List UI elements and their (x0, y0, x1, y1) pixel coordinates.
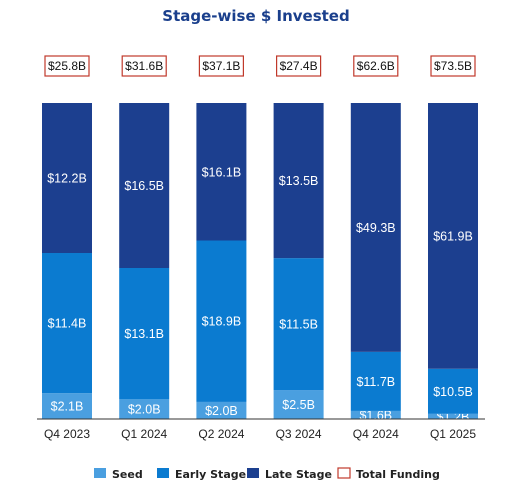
total-label-q4-2024: $62.6B (357, 59, 395, 73)
total-label-q1-2025: $73.5B (434, 59, 472, 73)
data-label-seed-q3-2024: $2.5B (282, 398, 315, 412)
data-label-early-stage-q3-2024: $11.5B (279, 318, 318, 332)
x-tick-q2-2024: Q2 2024 (198, 427, 244, 441)
bar-seed-q1-2025 (428, 413, 478, 419)
legend-label-late-stage: Late Stage (265, 468, 332, 481)
bars: $2.1B $11.4B $12.2B $2.0B $13.1B $16.5B $2.0B $… (42, 103, 478, 424)
legend: Seed Early Stage Late Stage Total Funding (94, 467, 440, 481)
total-label-q4-2023: $25.8B (48, 59, 86, 73)
total-box-q2-2024 (198, 55, 244, 77)
data-label-late-stage-q2-2024: $16.1B (202, 165, 242, 179)
total-label-q2-2024: $37.1B (202, 59, 240, 73)
legend-swatch-total-funding (337, 467, 351, 479)
bar-seed-q4-2023 (42, 393, 92, 419)
bar-early-stage-q4-2023 (42, 253, 92, 394)
x-tick-q4-2023: Q4 2023 (44, 427, 90, 441)
x-tick-q1-2024: Q1 2024 (121, 427, 167, 441)
total-box-q4-2024 (353, 55, 399, 77)
data-label-seed-q4-2023: $2.1B (51, 400, 84, 414)
x-axis-ticks: Q4 2023 Q1 2024 Q2 2024 Q3 2024 Q4 2024 Q1 20… (44, 427, 476, 441)
bar-early-stage-q1-2025 (428, 368, 478, 414)
data-label-early-stage-q2-2024: $18.9B (202, 315, 242, 329)
data-label-early-stage-q4-2024: $11.7B (356, 375, 395, 389)
data-label-late-stage-q4-2023: $12.2B (47, 172, 87, 186)
totals-row: $25.8B $31.6B $37.1B $27.4B $62.6B $73.5B (44, 55, 476, 77)
data-label-early-stage-q1-2025: $10.5B (433, 385, 473, 399)
bar-early-stage-q3-2024 (273, 258, 324, 391)
data-label-seed-q2-2024: $2.0B (205, 404, 238, 418)
bar-early-stage-q1-2024 (119, 268, 170, 399)
data-label-late-stage-q1-2025: $61.9B (433, 229, 473, 243)
total-label-q3-2024: $27.4B (280, 59, 318, 73)
legend-swatch-early-stage (157, 468, 169, 478)
x-tick-q1-2025: Q1 2025 (430, 427, 476, 441)
legend-label-total-funding: Total Funding (356, 468, 440, 481)
legend-swatch-late-stage (247, 468, 259, 478)
data-label-late-stage-q4-2024: $49.3B (356, 221, 396, 235)
total-label-q1-2024: $31.6B (125, 59, 163, 73)
bar-seed-q1-2024 (119, 399, 170, 419)
data-label-late-stage-q1-2024: $16.5B (124, 179, 164, 193)
data-label-seed-q1-2024: $2.0B (128, 403, 161, 417)
bar-early-stage-q4-2024 (350, 351, 401, 411)
bar-late-stage-q1-2024 (119, 103, 170, 268)
bar-late-stage-q2-2024 (196, 103, 247, 241)
data-label-early-stage-q1-2024: $13.1B (124, 327, 164, 341)
bar-seed-q2-2024 (196, 401, 247, 419)
chart-title: Stage-wise $ Invested (162, 7, 349, 25)
legend-label-seed: Seed (112, 468, 143, 481)
data-label-late-stage-q3-2024: $13.5B (279, 174, 319, 188)
x-tick-q4-2024: Q4 2024 (353, 427, 399, 441)
bar-late-stage-q4-2024 (350, 103, 401, 352)
bar-late-stage-q1-2025 (428, 103, 478, 369)
bar-late-stage-q4-2023 (42, 103, 92, 254)
bar-early-stage-q2-2024 (196, 240, 247, 402)
total-box-q1-2024 (121, 55, 167, 77)
legend-swatch-seed (94, 468, 106, 478)
bar-seed-q3-2024 (273, 390, 324, 419)
bar-late-stage-q3-2024 (273, 103, 324, 259)
bar-seed-q4-2024 (350, 410, 401, 419)
total-box-q1-2025 (430, 55, 476, 77)
total-box-q3-2024 (276, 55, 322, 77)
data-label-early-stage-q4-2023: $11.4B (48, 317, 87, 331)
legend-label-early-stage: Early Stage (175, 468, 246, 481)
total-box-q4-2023 (44, 55, 90, 77)
x-tick-q3-2024: Q3 2024 (276, 427, 322, 441)
